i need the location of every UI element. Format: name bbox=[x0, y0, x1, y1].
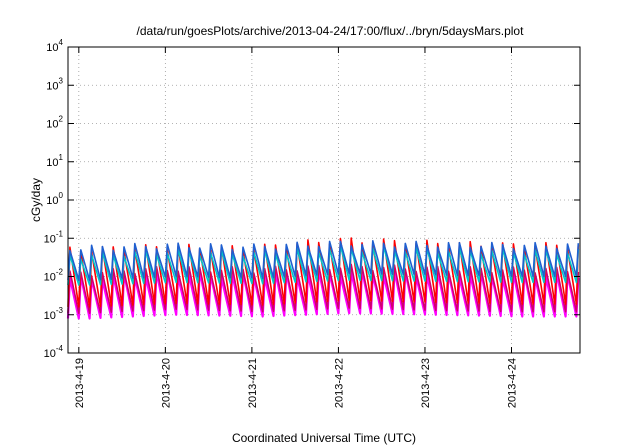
x-tick-label: 2013-4-20 bbox=[160, 358, 172, 408]
y-tick-label: 100 bbox=[46, 191, 63, 207]
x-tick-label: 2013-4-22 bbox=[333, 358, 345, 408]
series-line-2 bbox=[67, 263, 580, 314]
series-line-4 bbox=[67, 244, 580, 286]
x-tick-label: 2013-4-23 bbox=[420, 358, 432, 408]
y-tick-label: 102 bbox=[46, 115, 63, 131]
x-tick-label: 2013-4-19 bbox=[74, 358, 86, 408]
y-tick-label: 10-1 bbox=[44, 229, 64, 245]
series-layer bbox=[66, 237, 580, 320]
chart-title: /data/run/goesPlots/archive/2013-04-24/1… bbox=[137, 24, 525, 38]
y-tick-label: 10-2 bbox=[44, 268, 64, 284]
x-tick-label: 2013-4-24 bbox=[506, 358, 518, 408]
y-tick-label: 104 bbox=[46, 38, 63, 54]
y-tick-label: 103 bbox=[46, 76, 63, 92]
series-line-5 bbox=[67, 240, 580, 281]
x-tick-label: 2013-4-21 bbox=[247, 358, 259, 408]
y-tick-label: 10-4 bbox=[44, 344, 64, 360]
y-axis-label: cGy/day bbox=[29, 178, 43, 222]
y-tick-label: 101 bbox=[46, 153, 63, 169]
axes-layer: 104 103 102 101 100 10-1 10-2 10-3 10-4 2013-4-19… bbox=[44, 38, 580, 408]
plot-frame bbox=[67, 46, 581, 354]
x-axis-label: Coordinated Universal Time (UTC) bbox=[232, 431, 416, 445]
y-tick-label: 10-3 bbox=[44, 306, 64, 322]
